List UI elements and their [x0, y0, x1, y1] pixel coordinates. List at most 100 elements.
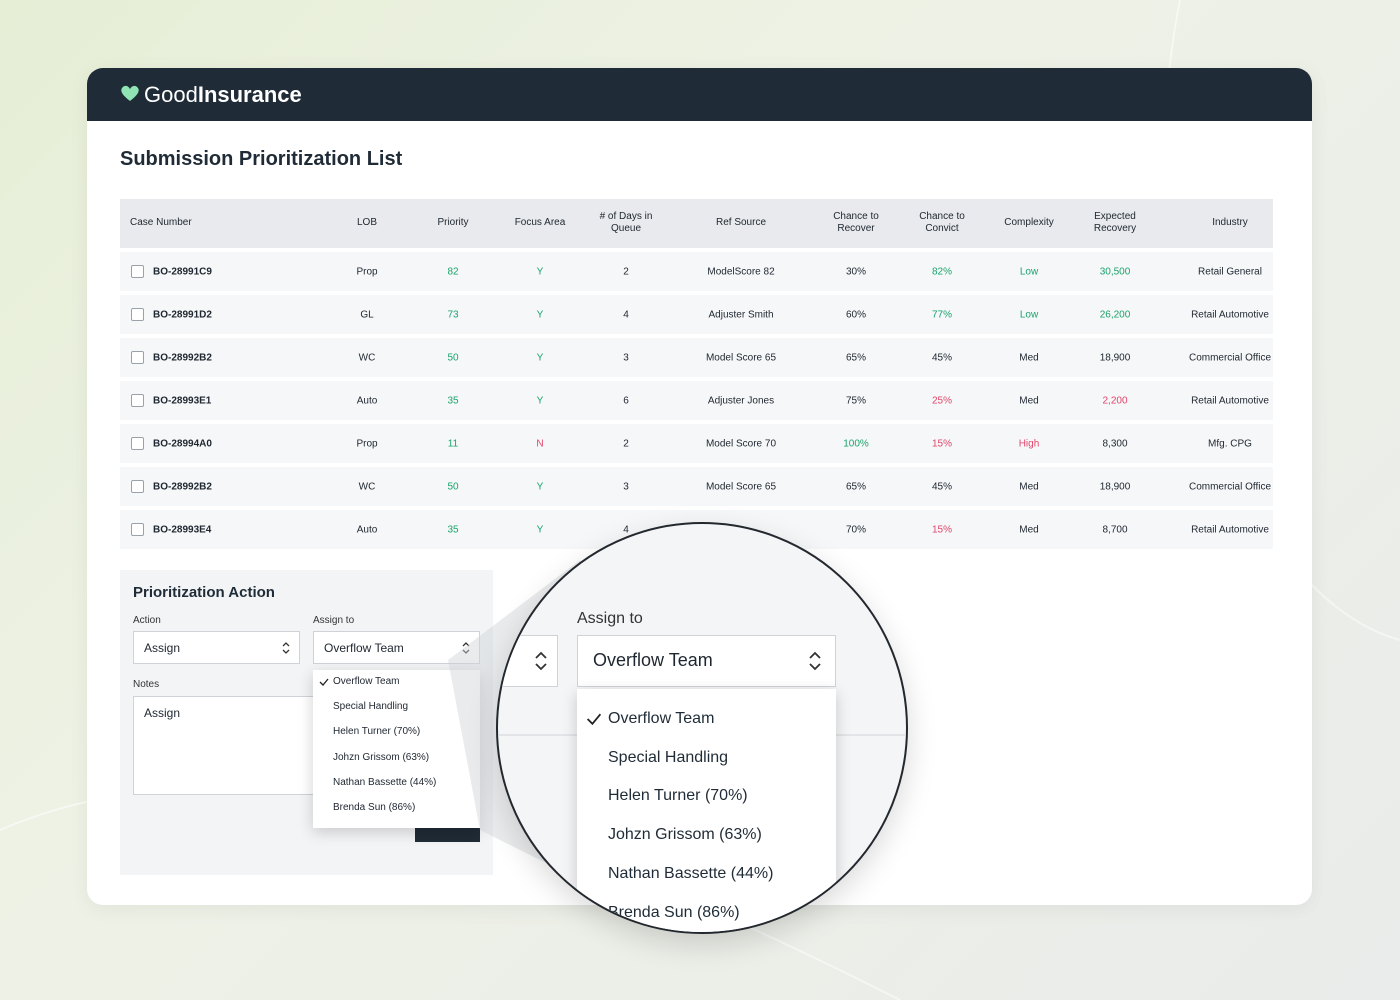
table-cell: WC	[358, 481, 376, 493]
zoom-dropdown-option: Brenda Sun (86%)	[608, 903, 740, 921]
table-cell: 82	[447, 266, 459, 278]
table-row[interactable]: BO-28991D2 GL 73 Y 4 Adjuster Smith 60% 77% Low 2…	[120, 295, 1273, 334]
table-cell: BO-28994A0	[153, 438, 212, 450]
table-cell: ModelScore 82	[707, 266, 775, 278]
column-header: Focus Area	[514, 217, 566, 228]
table-cell: Y	[536, 524, 544, 536]
assign-dropdown: Overflow Team Special Handling Helen Turne…	[313, 670, 480, 828]
row-checkbox[interactable]	[131, 308, 144, 321]
table-cell: 65%	[845, 481, 867, 493]
table-cell: Med	[1019, 481, 1039, 493]
dropdown-option[interactable]: Helen Turner (70%)	[333, 726, 421, 738]
brand-bold: Insurance	[197, 82, 302, 107]
table-cell: Adjuster Jones	[707, 395, 775, 407]
table-cell: 30,500	[1099, 266, 1131, 278]
notes-label: Notes	[133, 679, 160, 690]
table-cell: 45%	[931, 352, 953, 364]
column-header: Chance to Convict	[919, 211, 965, 234]
table-cell: N	[536, 438, 544, 450]
table-header: Case Number LOB Priority Focus Area # of Day…	[120, 199, 1273, 248]
table-cell: 100%	[843, 438, 869, 450]
table-cell: 4	[623, 309, 629, 321]
dropdown-option[interactable]: Nathan Bassette (44%)	[333, 776, 437, 788]
table-cell: 50	[447, 352, 459, 364]
column-header: Ref Source	[715, 217, 767, 228]
table-cell: High	[1018, 438, 1040, 450]
table-cell: 8,300	[1102, 438, 1128, 450]
table-cell: 30%	[845, 266, 867, 278]
row-checkbox[interactable]	[131, 265, 144, 278]
table-cell: Commercial Office	[1188, 481, 1272, 493]
row-checkbox[interactable]	[131, 394, 144, 407]
table-cell: Model Score 65	[705, 352, 777, 364]
table-cell: Y	[536, 266, 544, 278]
column-header: Case Number	[130, 217, 192, 228]
table-row[interactable]: BO-28991C9 Prop 82 Y 2 ModelScore 82 30% 82% Low…	[120, 252, 1273, 291]
table-cell: 82%	[931, 266, 953, 278]
row-checkbox[interactable]	[131, 437, 144, 450]
table-cell: 15%	[931, 438, 953, 450]
table-cell: 18,900	[1099, 352, 1131, 364]
table-cell: Low	[1019, 266, 1039, 278]
dropdown-option[interactable]: Overflow Team	[333, 676, 400, 687]
table-cell: 65%	[845, 352, 867, 364]
table-cell: Commercial Office	[1188, 352, 1272, 364]
table-cell: Y	[536, 352, 544, 364]
dropdown-option[interactable]: Johzn Grissom (63%)	[333, 751, 430, 763]
column-header: Chance to Recover	[833, 211, 879, 234]
assign-value: Overflow Team	[324, 641, 404, 655]
table-cell: Model Score 65	[705, 481, 777, 493]
dropdown-option[interactable]: Brenda Sun (86%)	[333, 802, 416, 813]
table-row[interactable]: BO-28992B2 WC 50 Y 3 Model Score 65 65% 45% Med 1…	[120, 467, 1273, 506]
chevron	[462, 641, 470, 654]
table-cell: Med	[1019, 524, 1039, 536]
table-cell: 45%	[931, 481, 953, 493]
table-cell: 4	[623, 524, 629, 536]
brand-light: Good	[144, 82, 198, 107]
notes-value: Assign	[144, 706, 181, 720]
table-cell: 8,700	[1102, 524, 1128, 536]
table-cell: Y	[536, 395, 544, 407]
table-row[interactable]: BO-28994A0 Prop 11 N 2 Model Score 70 100% 15% H…	[120, 424, 1273, 463]
table-cell: 70%	[845, 524, 867, 536]
row-checkbox[interactable]	[131, 351, 144, 364]
table-cell: 25%	[931, 395, 953, 407]
check-icon	[586, 713, 602, 726]
table-cell: 50	[447, 481, 459, 493]
zoom-dropdown-option: Johzn Grissom (63%)	[608, 826, 762, 844]
table-cell: 18,900	[1099, 481, 1131, 493]
table-cell: BO-28993E4	[153, 524, 212, 536]
chevron	[535, 651, 547, 671]
zoom-dropdown-option: Special Handling	[608, 748, 729, 766]
column-header: # of Days in Queue	[599, 211, 653, 234]
action-value: Assign	[144, 641, 181, 655]
chevron	[809, 651, 821, 671]
column-header: Priority	[437, 217, 469, 228]
assign-select[interactable]: Overflow Team	[313, 631, 480, 664]
table-cell: Adjuster Smith	[708, 309, 774, 321]
action-select[interactable]: Assign	[133, 631, 300, 664]
table-cell: 15%	[931, 524, 953, 536]
action-panel: Prioritization Action Action Assign Assi…	[120, 570, 493, 875]
app-window: GoodInsurance Submission Prioritization …	[87, 68, 1312, 905]
table-cell: Retail Automotive	[1191, 395, 1269, 407]
table-cell: 26,200	[1099, 309, 1131, 321]
zoom-dropdown-option: Nathan Bassette (44%)	[608, 864, 774, 882]
table-cell: 77%	[931, 309, 953, 321]
logo-icon	[121, 85, 139, 101]
table-cell: 60%	[845, 309, 867, 321]
table-row[interactable]: BO-28992B2 WC 50 Y 3 Model Score 65 65% 45% Med 1…	[120, 338, 1273, 377]
table-cell: GL	[360, 309, 374, 321]
top-bar: GoodInsurance	[87, 68, 1312, 121]
table-cell: Auto	[356, 524, 378, 536]
table-row[interactable]: BO-28993E1 Auto 35 Y 6 Adjuster Jones 75% 25% Me…	[120, 381, 1273, 420]
table-cell: Mfg. CPG	[1208, 438, 1252, 450]
table-cell: 35	[447, 524, 459, 536]
table-cell: 3	[623, 352, 629, 364]
row-checkbox[interactable]	[131, 523, 144, 536]
row-checkbox[interactable]	[131, 480, 144, 493]
table-cell: Y	[536, 309, 544, 321]
page-title: Submission Prioritization List	[120, 148, 403, 170]
dropdown-option[interactable]: Special Handling	[333, 701, 409, 713]
